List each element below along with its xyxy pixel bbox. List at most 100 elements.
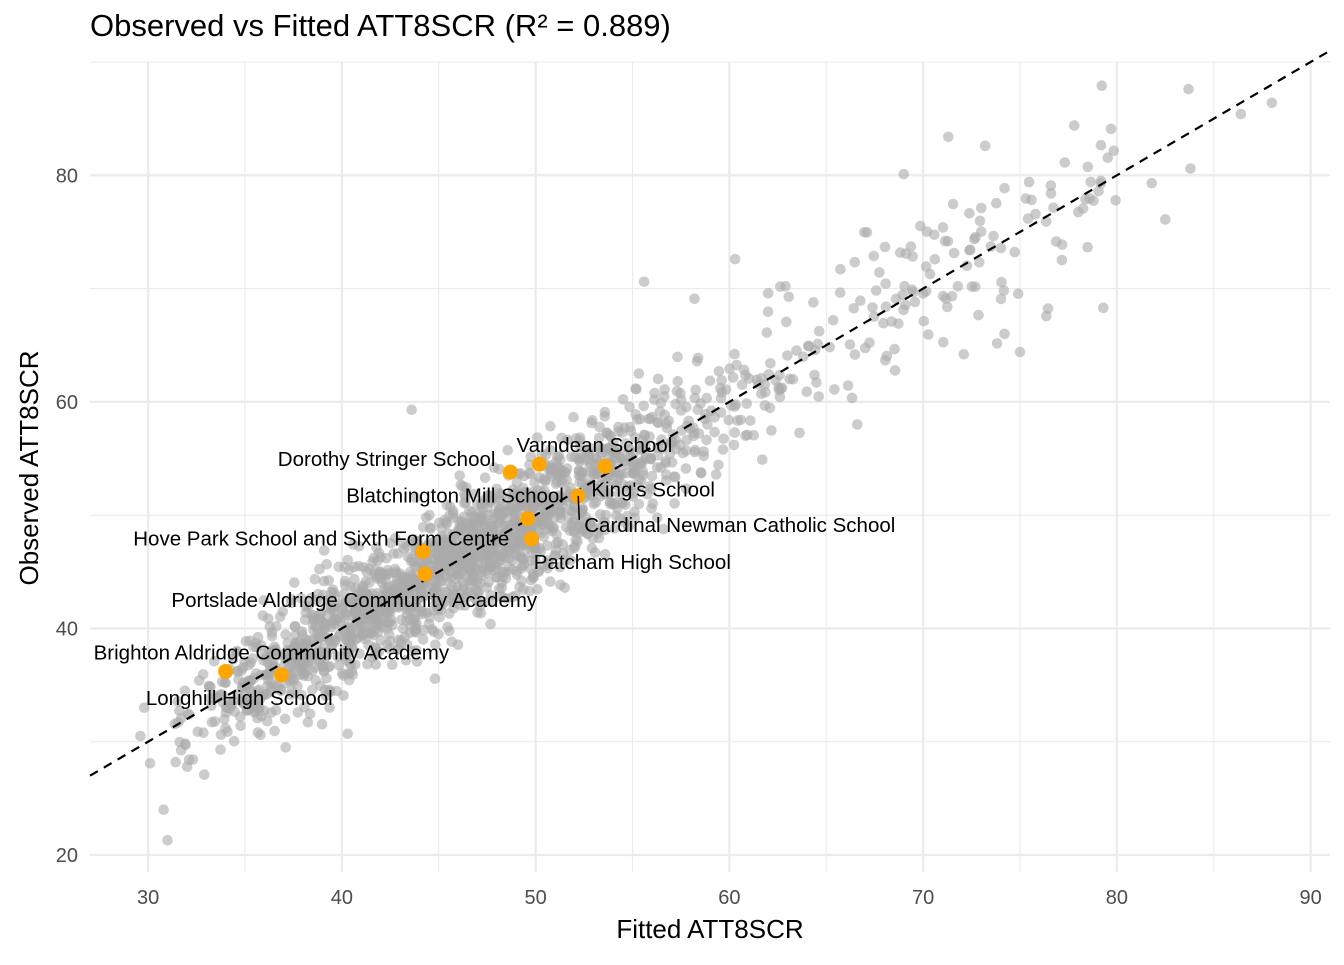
highlight-point <box>417 566 433 582</box>
data-point <box>961 260 973 272</box>
data-point <box>497 567 509 578</box>
data-point <box>452 544 463 556</box>
data-point <box>417 634 429 645</box>
data-point <box>1059 157 1071 168</box>
data-point <box>868 250 880 262</box>
data-point <box>205 681 216 693</box>
data-point <box>740 430 751 442</box>
y-axis-label: Observed ATT8SCR <box>14 350 44 585</box>
data-point <box>965 244 976 256</box>
data-point <box>766 425 777 436</box>
x-tick-label: 70 <box>912 887 934 909</box>
data-point <box>617 394 629 405</box>
data-point <box>487 594 499 606</box>
data-point <box>701 434 712 446</box>
data-point <box>280 742 291 753</box>
data-point <box>713 459 724 471</box>
data-point <box>208 655 220 667</box>
data-point <box>298 656 310 668</box>
data-point <box>958 348 970 360</box>
data-point <box>462 591 473 603</box>
data-point <box>923 329 934 340</box>
data-point <box>222 726 233 737</box>
data-point <box>619 459 630 471</box>
data-point <box>1068 120 1080 131</box>
point-label: Portslade Aldridge Community Academy <box>171 589 538 612</box>
data-point <box>669 471 680 482</box>
data-point <box>345 581 357 592</box>
data-point <box>1026 194 1037 206</box>
data-point <box>324 702 335 713</box>
x-tick-label: 30 <box>137 887 159 909</box>
data-point <box>689 293 700 305</box>
data-point <box>343 639 355 650</box>
data-point <box>745 415 756 426</box>
data-point <box>591 483 603 495</box>
data-point <box>621 467 633 479</box>
data-point <box>702 419 713 430</box>
data-point <box>728 439 740 451</box>
data-point <box>488 462 500 473</box>
x-tick-label: 80 <box>1106 887 1128 909</box>
x-axis-label: Fitted ATT8SCR <box>616 914 803 944</box>
data-point <box>781 316 792 328</box>
data-point <box>638 429 650 441</box>
data-point <box>717 444 729 455</box>
data-point <box>294 669 306 680</box>
data-point <box>1102 152 1114 163</box>
data-point <box>388 548 399 559</box>
data-point <box>330 619 341 630</box>
data-point <box>851 419 863 430</box>
data-point <box>476 569 488 581</box>
data-point <box>649 387 660 399</box>
data-point <box>430 639 441 651</box>
data-point <box>482 489 494 501</box>
point-label: Patcham High School <box>534 551 731 574</box>
data-point <box>946 290 958 302</box>
data-point <box>586 417 597 429</box>
data-point <box>568 411 579 423</box>
data-point <box>672 376 684 387</box>
data-point <box>1080 193 1091 205</box>
data-point <box>555 477 567 488</box>
x-tick-label: 60 <box>718 887 740 909</box>
data-point <box>969 233 980 245</box>
data-point <box>569 542 580 554</box>
data-point <box>538 531 550 542</box>
data-point <box>670 434 681 446</box>
data-point <box>459 488 470 500</box>
data-point <box>418 521 429 533</box>
data-point <box>507 564 518 575</box>
data-point <box>706 405 717 417</box>
data-point <box>554 561 566 573</box>
data-point <box>589 547 601 558</box>
data-point <box>808 297 819 308</box>
data-point <box>889 365 901 376</box>
data-point <box>371 573 383 584</box>
data-point <box>948 247 960 259</box>
data-point <box>479 597 490 608</box>
data-point <box>408 534 420 545</box>
data-point <box>783 291 795 303</box>
data-point <box>886 316 897 327</box>
data-point <box>729 253 741 265</box>
data-point <box>1096 80 1108 91</box>
data-point <box>183 754 195 766</box>
data-point <box>436 575 447 586</box>
data-point <box>445 572 457 583</box>
data-point <box>440 587 452 598</box>
data-point <box>199 769 210 780</box>
data-point <box>375 551 387 563</box>
data-point <box>741 398 752 409</box>
data-point <box>762 287 774 299</box>
data-point <box>392 644 404 655</box>
data-point <box>367 652 378 663</box>
data-point <box>638 276 650 288</box>
data-point <box>736 379 748 391</box>
data-point <box>1185 163 1196 174</box>
data-point <box>584 462 595 473</box>
data-point <box>801 386 813 398</box>
data-point <box>538 519 550 531</box>
data-point <box>268 645 280 657</box>
data-point <box>623 487 634 498</box>
